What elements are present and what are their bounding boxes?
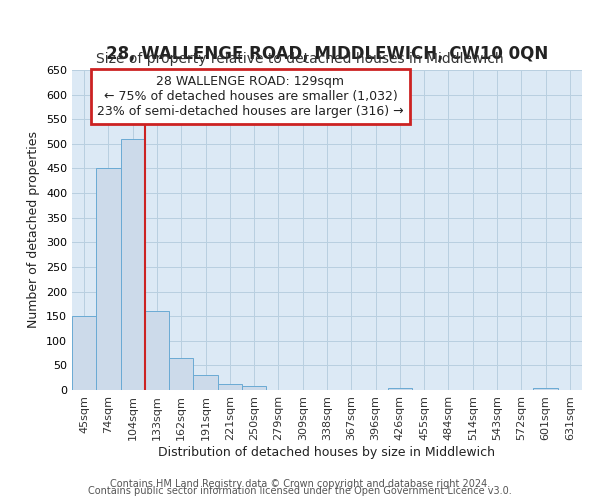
Bar [242,386,266,390]
Text: Contains HM Land Registry data © Crown copyright and database right 2024.: Contains HM Land Registry data © Crown c… [110,479,490,489]
Text: Contains public sector information licensed under the Open Government Licence v3: Contains public sector information licen… [88,486,512,496]
X-axis label: Distribution of detached houses by size in Middlewich: Distribution of detached houses by size … [158,446,496,458]
Bar [72,316,96,390]
Bar [121,139,145,390]
Bar [96,168,121,390]
Title: 28, WALLENGE ROAD, MIDDLEWICH, CW10 0QN: 28, WALLENGE ROAD, MIDDLEWICH, CW10 0QN [106,45,548,63]
Bar [169,358,193,390]
Text: 28 WALLENGE ROAD: 129sqm
← 75% of detached houses are smaller (1,032)
23% of sem: 28 WALLENGE ROAD: 129sqm ← 75% of detach… [97,75,404,118]
Bar [388,388,412,390]
Bar [193,375,218,390]
Y-axis label: Number of detached properties: Number of detached properties [28,132,40,328]
Bar [145,311,169,390]
Bar [218,384,242,390]
Bar [533,388,558,390]
Text: Size of property relative to detached houses in Middlewich: Size of property relative to detached ho… [96,52,504,66]
